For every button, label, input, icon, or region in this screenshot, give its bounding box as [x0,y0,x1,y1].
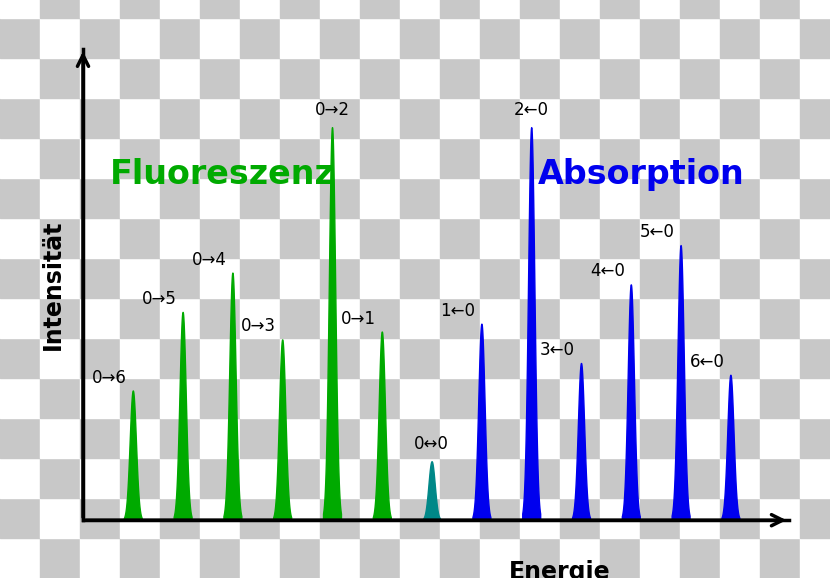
Text: 5←0: 5←0 [640,223,675,241]
Text: 1←0: 1←0 [441,302,476,320]
Text: 0→6: 0→6 [92,369,127,387]
Text: 0→2: 0→2 [315,101,349,119]
Text: 0→3: 0→3 [242,317,276,335]
Text: 0→5: 0→5 [142,290,177,308]
Text: 0↔0: 0↔0 [414,435,449,453]
Text: Absorption: Absorption [537,158,745,191]
Text: Energie: Energie [509,560,610,578]
Text: Intensität: Intensität [42,219,65,350]
Text: Fluoreszenz: Fluoreszenz [110,158,334,191]
Text: 0→1: 0→1 [341,310,376,328]
Text: 2←0: 2←0 [514,101,549,119]
Text: 0→4: 0→4 [192,251,227,269]
Text: 4←0: 4←0 [590,262,625,280]
Text: 6←0: 6←0 [690,353,725,371]
Text: 3←0: 3←0 [540,341,575,359]
